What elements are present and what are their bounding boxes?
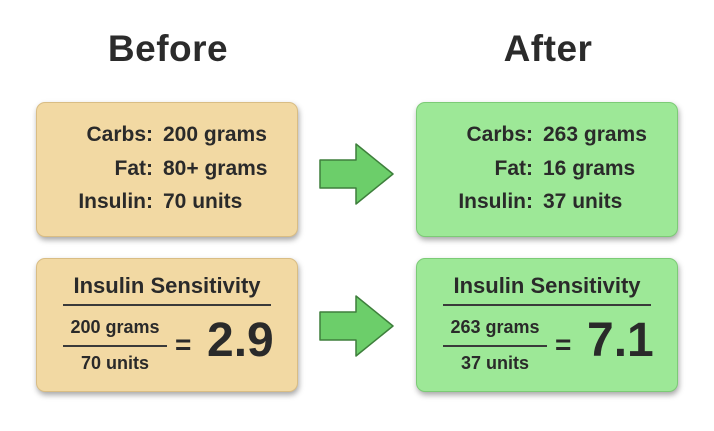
before-title: Before [107, 28, 229, 69]
before-sensitivity-result: 2.9 [207, 314, 274, 367]
before-insulin-value: 70 units [163, 190, 243, 213]
before-sensitivity-card: Insulin Sensitivity 200 grams 70 units =… [36, 258, 298, 392]
after-sensitivity-card: Insulin Sensitivity 263 grams 37 units =… [416, 258, 678, 392]
after-fat-row: Fat: 16 grams [417, 157, 677, 187]
before-carbs-label: Carbs: [86, 123, 153, 146]
after-fraction-bar [443, 345, 547, 347]
after-insulin-label: Insulin: [458, 190, 533, 213]
after-fat-value: 16 grams [543, 157, 636, 180]
after-equals-sign: = [555, 329, 572, 360]
after-insulin-row: Insulin: 37 units [417, 190, 677, 220]
after-title-underline [443, 304, 651, 306]
before-fat-row: Fat: 80+ grams [37, 157, 297, 187]
before-fraction-bar [63, 345, 167, 347]
after-title: After [503, 28, 593, 69]
before-fat-value: 80+ grams [163, 157, 268, 180]
after-fat-label: Fat: [494, 157, 534, 180]
after-sensitivity-result: 7.1 [587, 314, 654, 367]
after-carbs-value: 263 grams [543, 123, 647, 146]
after-fraction-numerator: 263 grams [450, 317, 540, 337]
before-carbs-row: Carbs: 200 grams [37, 123, 297, 153]
before-equals-sign: = [175, 329, 192, 360]
before-sensitivity-title: Insulin Sensitivity [73, 273, 261, 298]
after-fraction-denominator: 37 units [460, 353, 530, 373]
before-fat-label: Fat: [114, 157, 154, 180]
before-fraction-denominator: 70 units [80, 353, 150, 373]
before-insulin-label: Insulin: [78, 190, 153, 213]
after-carbs-row: Carbs: 263 grams [417, 123, 677, 153]
right-arrow-icon [319, 143, 394, 205]
after-insulin-value: 37 units [543, 190, 623, 213]
before-insulin-row: Insulin: 70 units [37, 190, 297, 220]
after-macros-card: Carbs: 263 grams Fat: 16 grams Insulin: … [416, 102, 678, 237]
before-carbs-value: 200 grams [163, 123, 267, 146]
right-arrow-icon [319, 295, 394, 357]
after-sensitivity-title: Insulin Sensitivity [453, 273, 641, 298]
after-carbs-label: Carbs: [466, 123, 533, 146]
before-title-underline [63, 304, 271, 306]
before-fraction-numerator: 200 grams [70, 317, 160, 337]
before-macros-card: Carbs: 200 grams Fat: 80+ grams Insulin:… [36, 102, 298, 237]
